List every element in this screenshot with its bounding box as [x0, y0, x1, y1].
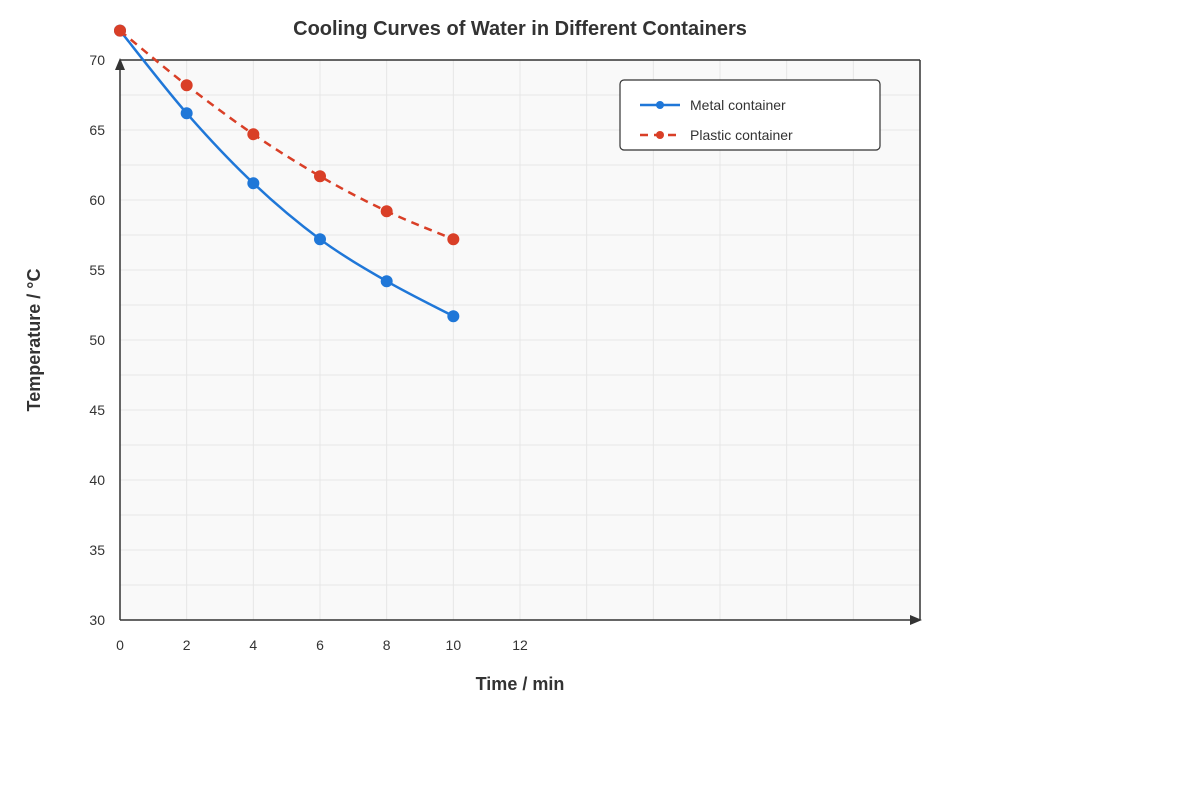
data-point-plastic [114, 24, 126, 37]
data-point-plastic [247, 128, 260, 141]
legend-marker-plastic [656, 131, 664, 139]
data-point-metal [447, 310, 460, 323]
y-tick-label: 35 [89, 542, 105, 558]
x-tick-label: 10 [446, 637, 462, 653]
legend-label-plastic: Plastic container [690, 127, 793, 143]
data-point-metal [314, 233, 326, 246]
y-tick-label: 40 [89, 472, 105, 488]
y-tick-label: 45 [89, 402, 105, 418]
y-tick-label: 70 [89, 52, 105, 68]
y-axis-arrow [115, 58, 125, 70]
data-point-plastic [180, 79, 193, 92]
y-tick-label: 65 [89, 122, 105, 138]
x-tick-label: 2 [183, 637, 191, 653]
y-tick-label: 55 [89, 262, 105, 278]
x-axis-title: Time / min [476, 674, 565, 694]
data-point-metal [180, 107, 193, 120]
x-tick-label: 4 [249, 637, 257, 653]
data-point-plastic [447, 233, 460, 246]
y-tick-label: 30 [89, 612, 105, 628]
data-point-metal [247, 177, 260, 190]
legend-box [619, 79, 881, 151]
x-axis-arrow [910, 615, 922, 625]
data-point-plastic [314, 170, 326, 183]
chart-title: Cooling Curves of Water in Different Con… [293, 18, 747, 40]
data-point-metal [380, 275, 393, 288]
y-axis-title: Temperature / °C [24, 269, 44, 412]
y-tick-label: 50 [89, 332, 105, 348]
x-tick-label: 8 [383, 637, 391, 653]
series [114, 24, 460, 323]
y-tick-labels: 30 35 40 45 50 55 60 65 70 [89, 52, 105, 628]
legend: Metal container Plastic container [619, 79, 881, 151]
x-tick-labels: 0 2 4 6 8 10 12 [116, 637, 528, 653]
x-tick-label: 12 [512, 637, 528, 653]
data-point-plastic [380, 205, 393, 218]
x-tick-label: 6 [316, 637, 324, 653]
legend-marker-metal [656, 101, 664, 109]
x-tick-label: 0 [116, 637, 124, 653]
legend-label-metal: Metal container [690, 97, 786, 113]
y-tick-label: 60 [89, 192, 105, 208]
